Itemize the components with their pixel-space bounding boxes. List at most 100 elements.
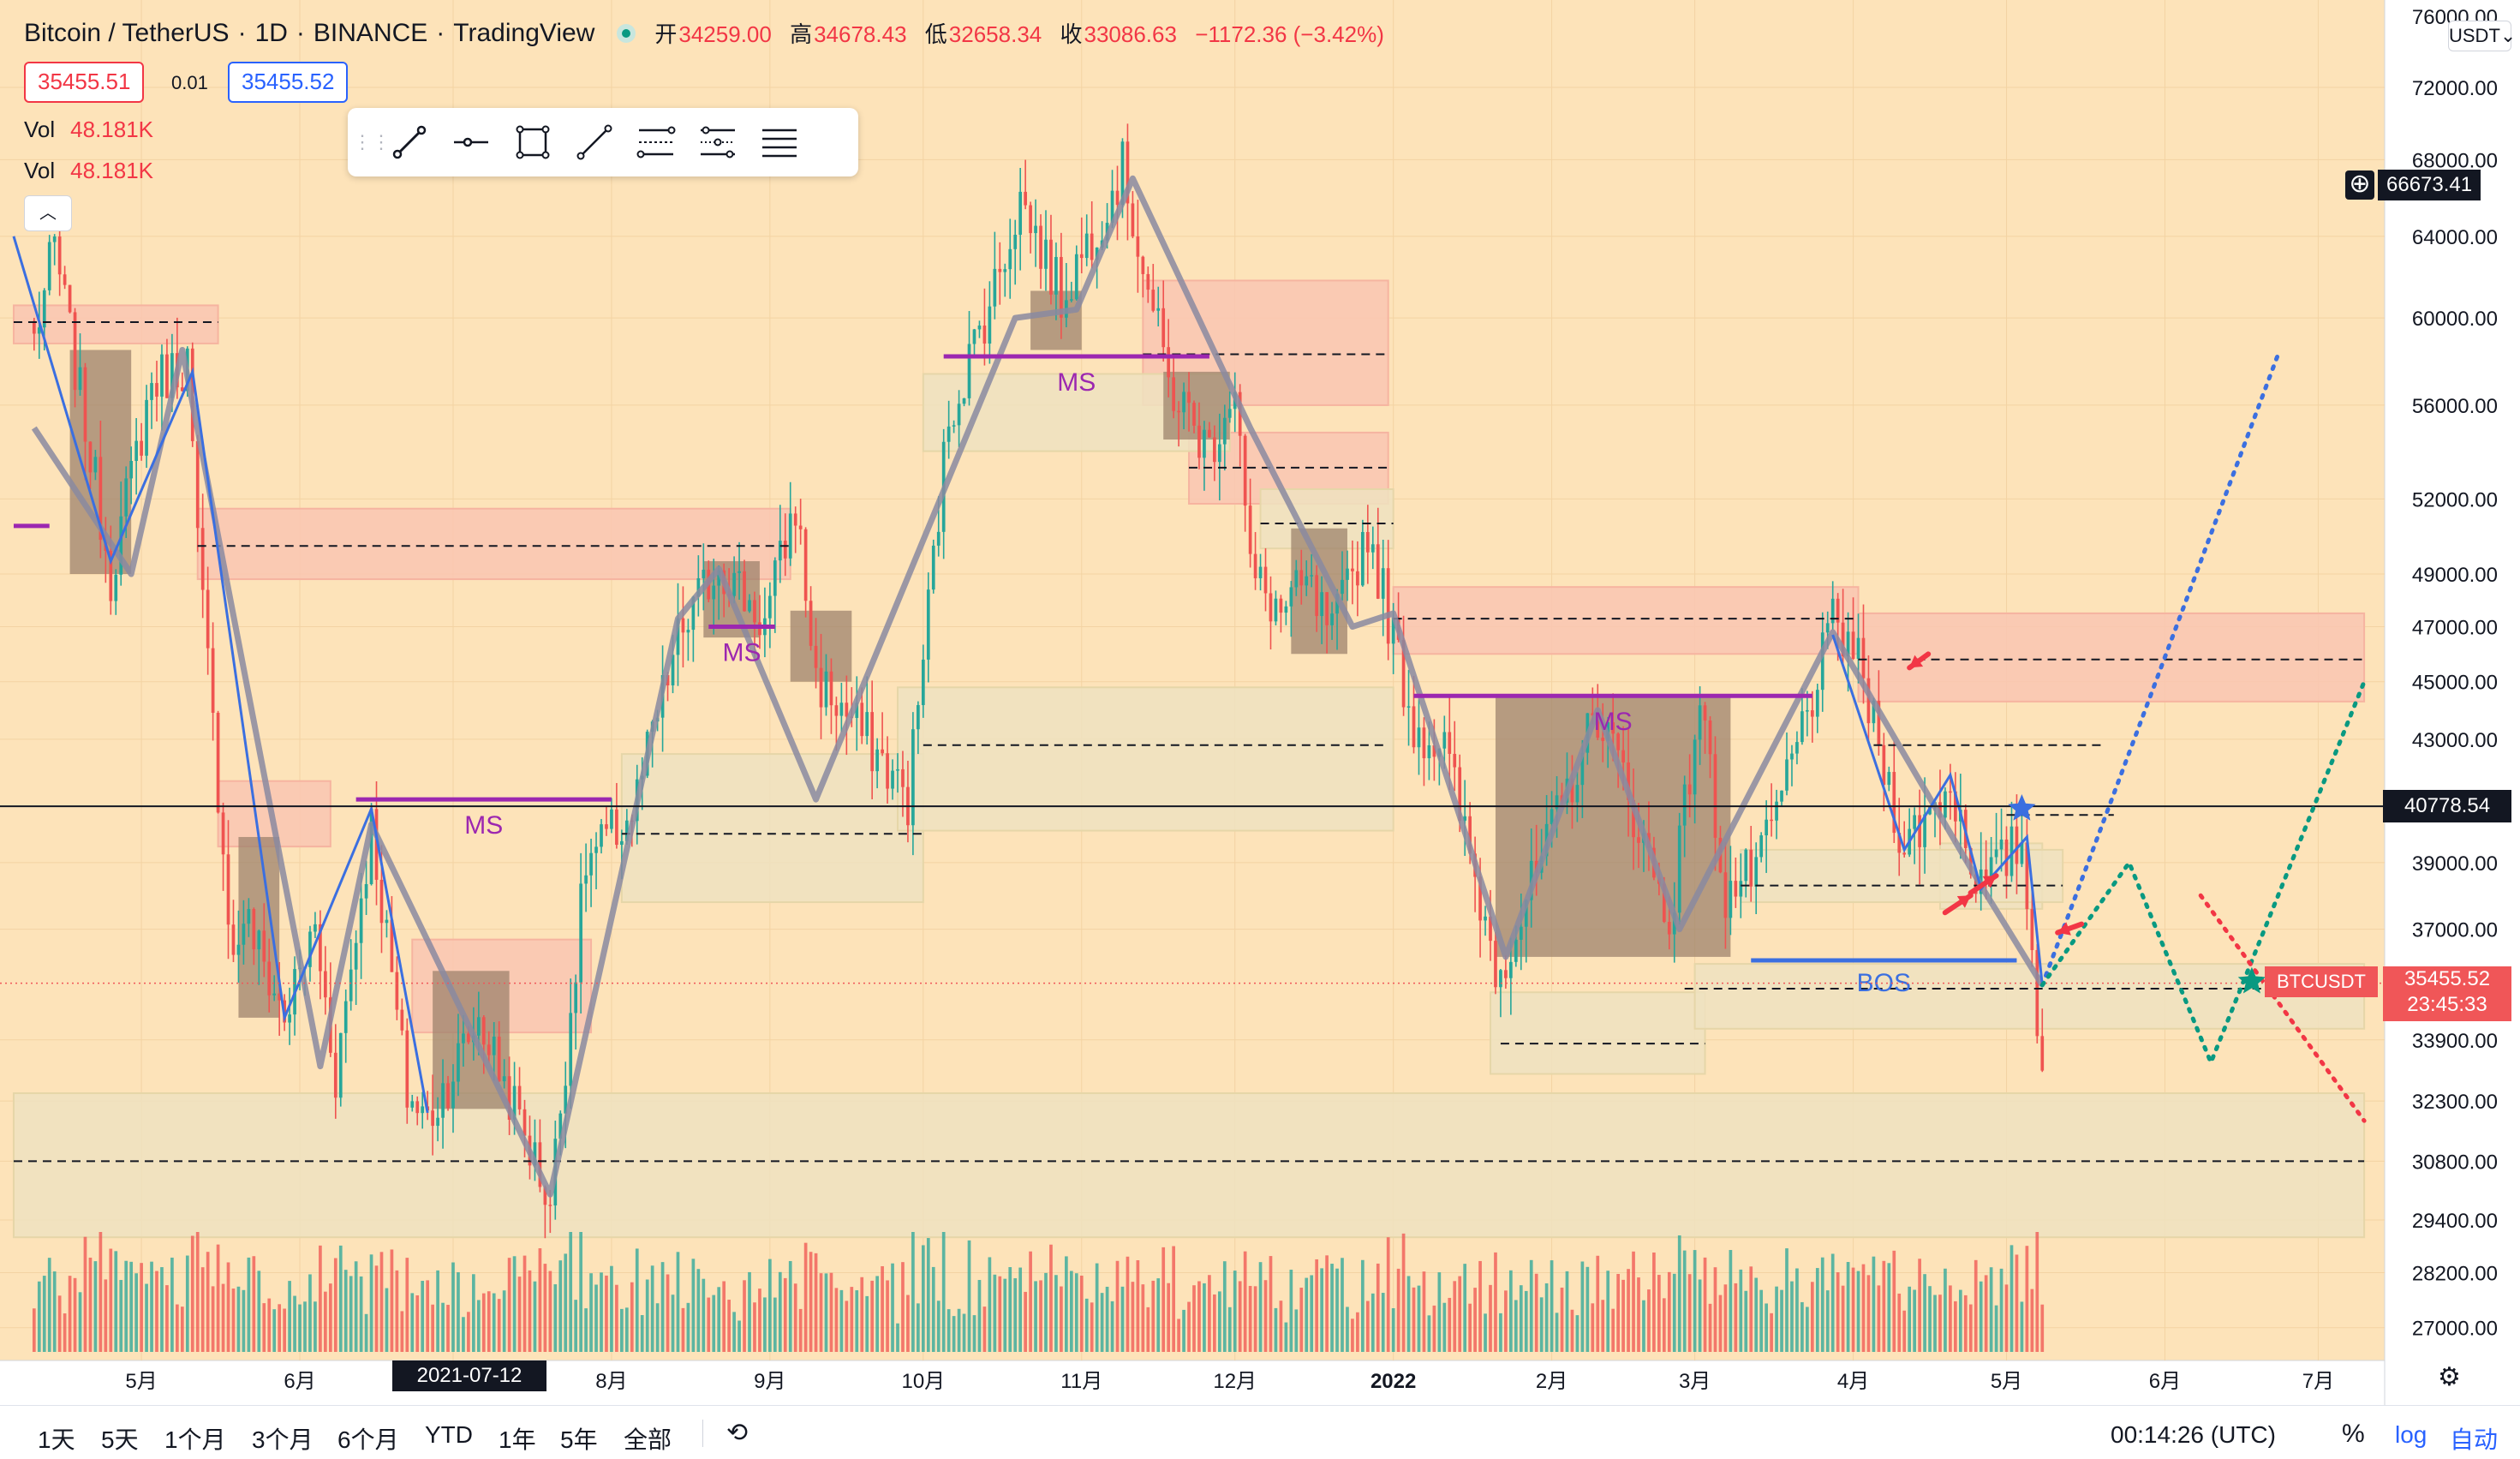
- candle-up: [1110, 190, 1114, 224]
- volume-bar: [1913, 1289, 1916, 1352]
- candle-down: [395, 972, 399, 1010]
- projection-range: [2039, 679, 2367, 1068]
- candle-down: [267, 961, 272, 996]
- gear-icon[interactable]: ⚙: [2438, 1363, 2461, 1391]
- volume-bar: [977, 1280, 982, 1352]
- volume-bar: [1580, 1261, 1585, 1352]
- candle-up: [257, 930, 261, 950]
- volume-bar: [1315, 1259, 1319, 1352]
- candle-up: [1427, 744, 1431, 759]
- candle-down: [1810, 710, 1814, 717]
- low-key: 低: [924, 21, 947, 47]
- volume-bar: [1284, 1322, 1288, 1352]
- volume-bar: [982, 1307, 987, 1352]
- demand-zone: [12, 1092, 2366, 1239]
- rectangle-icon[interactable]: [502, 112, 564, 172]
- volume-bar: [278, 1304, 282, 1352]
- buy-price-button[interactable]: 35455.52: [228, 62, 349, 103]
- time-tick-label: 9月: [754, 1370, 785, 1393]
- volume-bar: [1131, 1282, 1135, 1352]
- volume-legend-1[interactable]: Vol 48.181K: [24, 117, 153, 143]
- candle-down: [1351, 568, 1354, 571]
- compare-icon[interactable]: ⟲: [726, 1419, 749, 1447]
- volume-bar: [1795, 1268, 1799, 1352]
- range-1m-button[interactable]: 1个月: [164, 1426, 226, 1453]
- range-5d-button[interactable]: 5天: [101, 1426, 139, 1453]
- horizontal-ray-icon[interactable]: [440, 112, 502, 172]
- volume-bar: [737, 1320, 741, 1352]
- volume-bar: [1473, 1288, 1477, 1352]
- candle-down: [1356, 571, 1359, 586]
- candle-down: [1376, 544, 1380, 599]
- parallel-channel-icon[interactable]: [749, 112, 810, 172]
- currency-select[interactable]: USDT⌄: [2448, 21, 2516, 51]
- volume-bar: [1958, 1289, 1962, 1352]
- supply-zone: [12, 304, 219, 344]
- range-1y-button[interactable]: 1年: [499, 1426, 536, 1453]
- volume-bar: [1846, 1262, 1850, 1352]
- range-ytd-button[interactable]: YTD: [425, 1421, 473, 1448]
- symbol-name[interactable]: Bitcoin / TetherUS: [24, 18, 230, 47]
- price-tick-label: 33900.00: [2412, 1030, 2498, 1053]
- chart-canvas[interactable]: 72000.00 68000.00 64000.00 60000.00 56000.00…: [0, 0, 2520, 1405]
- volume-bar: [778, 1271, 782, 1352]
- range-all-button[interactable]: 全部: [624, 1426, 672, 1453]
- candle-down: [681, 618, 685, 633]
- auto-scale-toggle[interactable]: 自动: [2450, 1426, 2499, 1453]
- candle-down: [2015, 826, 2019, 864]
- percent-scale-toggle[interactable]: %: [2342, 1420, 2365, 1448]
- candle-up: [686, 630, 690, 633]
- candle-down: [1365, 531, 1370, 553]
- candle-down: [216, 712, 220, 813]
- volume-bar: [1994, 1305, 1998, 1352]
- volume-bar: [1933, 1295, 1937, 1352]
- volume-bar: [717, 1287, 721, 1352]
- volume-bar: [1642, 1300, 1645, 1352]
- volume-bar: [793, 1283, 797, 1352]
- drawing-toolbar: ⋮⋮: [348, 108, 858, 176]
- fib-retracement-icon[interactable]: [625, 112, 687, 172]
- candle-down: [605, 824, 608, 829]
- range-5y-button[interactable]: 5年: [560, 1426, 598, 1453]
- range-3m-button[interactable]: 3个月: [252, 1426, 314, 1453]
- volume-bar: [1039, 1280, 1042, 1352]
- grip-icon[interactable]: ⋮⋮: [353, 131, 391, 152]
- candle-up: [134, 440, 138, 461]
- log-scale-toggle[interactable]: log: [2395, 1421, 2427, 1448]
- range-6m-button[interactable]: 6个月: [337, 1426, 399, 1453]
- candle-down: [1851, 631, 1855, 659]
- volume-bar: [1820, 1257, 1824, 1352]
- volume-bar: [896, 1323, 899, 1352]
- volume-bar: [1391, 1308, 1395, 1352]
- candle-up: [145, 399, 148, 456]
- sell-price-button[interactable]: 35455.51: [24, 62, 145, 103]
- candle-down: [1136, 236, 1140, 257]
- utc-clock[interactable]: 00:14:26 (UTC): [2111, 1421, 2276, 1448]
- arrow-marker: [1968, 873, 1999, 896]
- candle-up: [671, 655, 675, 685]
- candle-down: [1325, 592, 1329, 625]
- volume-bar: [640, 1315, 644, 1352]
- pitchfork-icon[interactable]: [687, 112, 749, 172]
- candle-up: [354, 942, 358, 970]
- candle-up: [921, 659, 925, 705]
- volume-bar: [231, 1289, 236, 1352]
- volume-bar: [1677, 1235, 1681, 1352]
- trend-line-icon[interactable]: [379, 112, 440, 172]
- interval-label[interactable]: 1D: [254, 18, 288, 47]
- candle-up: [1346, 568, 1349, 580]
- time-tick-label: 3月: [1679, 1370, 1711, 1393]
- volume-bar: [338, 1245, 343, 1352]
- volume-bar: [165, 1285, 169, 1352]
- candle-up: [1084, 233, 1089, 259]
- range-1d-button[interactable]: 1天: [38, 1426, 75, 1453]
- collapse-legend-button[interactable]: ︿: [24, 195, 72, 231]
- add-alert-icon[interactable]: ⊕: [2345, 170, 2374, 200]
- volume-legend-2[interactable]: Vol 48.181K: [24, 158, 153, 184]
- candle-down: [319, 924, 322, 972]
- candle-up: [1524, 900, 1528, 927]
- line-icon[interactable]: [564, 112, 625, 172]
- volume-bar: [655, 1303, 660, 1352]
- volume-bar: [768, 1259, 772, 1352]
- swing-line-2022: [1831, 634, 2044, 986]
